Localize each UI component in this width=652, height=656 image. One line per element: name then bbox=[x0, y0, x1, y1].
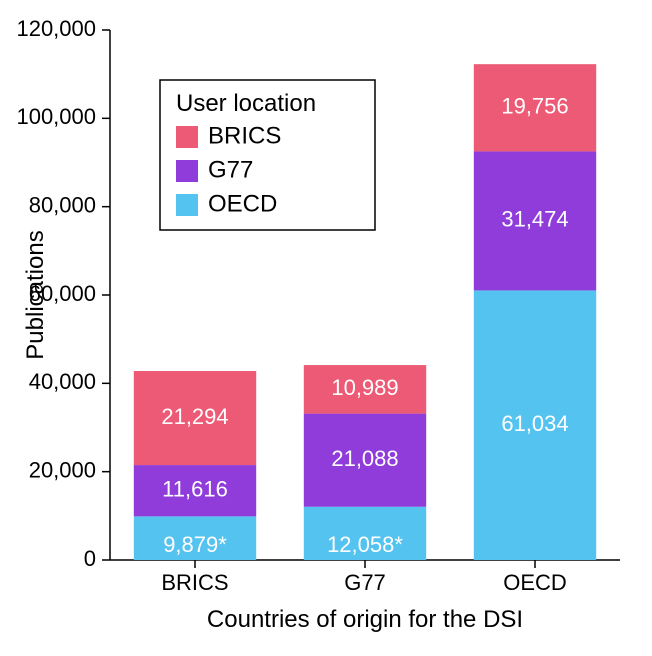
y-tick-label: 100,000 bbox=[16, 104, 96, 129]
bar-label-OECD-BRICS: 19,756 bbox=[501, 94, 568, 119]
bar-label-OECD-OECD: 61,034 bbox=[501, 411, 568, 436]
legend-label-G77: G77 bbox=[208, 156, 253, 183]
bar-label-G77-BRICS: 10,989 bbox=[331, 375, 398, 400]
bar-label-BRICS-G77: 11,616 bbox=[162, 477, 228, 502]
x-tick-label: OECD bbox=[503, 570, 567, 595]
y-tick-label: 20,000 bbox=[29, 457, 96, 482]
legend-label-BRICS: BRICS bbox=[208, 122, 281, 149]
legend-label-OECD: OECD bbox=[208, 190, 277, 217]
bar-label-BRICS-OECD: 9,879* bbox=[163, 532, 227, 557]
x-tick-label: G77 bbox=[344, 570, 386, 595]
legend-swatch-BRICS bbox=[176, 126, 198, 148]
y-axis-label: Publications bbox=[22, 230, 49, 359]
x-tick-label: BRICS bbox=[161, 570, 228, 595]
y-tick-label: 80,000 bbox=[29, 192, 96, 217]
stacked-bar-chart: 020,00040,00060,00080,000100,000120,000P… bbox=[0, 0, 652, 656]
y-tick-label: 0 bbox=[84, 546, 96, 571]
chart-svg: 020,00040,00060,00080,000100,000120,000P… bbox=[0, 0, 652, 656]
x-axis-label: Countries of origin for the DSI bbox=[207, 606, 523, 633]
bar-label-G77-OECD: 12,058* bbox=[327, 532, 403, 557]
y-tick-label: 120,000 bbox=[16, 16, 96, 41]
bar-label-OECD-G77: 31,474 bbox=[501, 207, 568, 232]
bar-label-BRICS-BRICS: 21,294 bbox=[161, 404, 228, 429]
legend-swatch-G77 bbox=[176, 160, 198, 182]
y-tick-label: 40,000 bbox=[29, 369, 96, 394]
bar-label-G77-G77: 21,088 bbox=[331, 446, 398, 471]
legend-title: User location bbox=[176, 90, 316, 117]
legend-swatch-OECD bbox=[176, 194, 198, 216]
